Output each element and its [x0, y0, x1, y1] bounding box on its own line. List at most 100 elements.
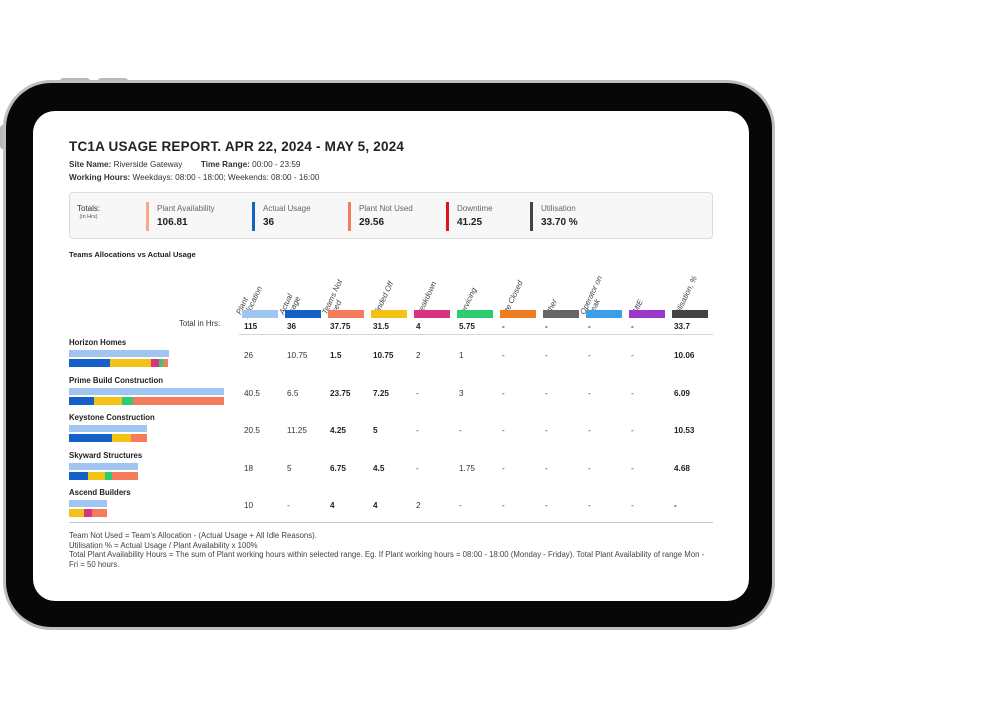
footnote-1: Team Not Used = Team's Allocation - (Act…	[69, 531, 317, 540]
cell-keystone-construction-10: 10.53	[674, 426, 695, 435]
total-actual-usage-value: 36	[263, 217, 275, 228]
site-value: Riverside Gateway	[113, 160, 183, 169]
cell-prime-build-construction-5: 3	[459, 389, 464, 398]
cell-prime-build-construction-2: 23.75	[330, 389, 351, 398]
report-meta-site-time: Site Name: Riverside Gateway Time Range:…	[69, 160, 713, 169]
team-name-keystone-construction: Keystone Construction	[69, 413, 155, 422]
cell-keystone-construction-9: -	[631, 426, 634, 435]
cell-keystone-construction-4: -	[416, 426, 419, 435]
column-total-winded-off: 31.5	[373, 322, 389, 331]
column-total-servicing: 5.75	[459, 322, 475, 331]
column-total-breakdown: 4	[416, 322, 421, 331]
usage-segment-ascend-builders-3	[69, 509, 85, 517]
column-swatch-servicing	[457, 310, 493, 318]
cell-prime-build-construction-8: -	[588, 389, 591, 398]
usage-segment-skyward-structures-2	[112, 472, 138, 480]
cell-skyward-structures-7: -	[545, 464, 548, 473]
cell-skyward-structures-5: 1.75	[459, 464, 475, 473]
cell-skyward-structures-9: -	[631, 464, 634, 473]
usage-segment-skyward-structures-5	[105, 472, 113, 480]
cell-horizon-homes-6: -	[502, 351, 505, 360]
team-name-skyward-structures: Skyward Structures	[69, 451, 143, 460]
cell-horizon-homes-9: -	[631, 351, 634, 360]
allocation-bar-prime-build-construction	[69, 388, 224, 395]
column-total-site-closed: -	[502, 322, 505, 331]
table-bottom-divider	[69, 522, 713, 523]
usage-segment-horizon-homes-3	[110, 359, 152, 367]
cell-ascend-builders-10: -	[674, 501, 677, 510]
cell-prime-build-construction-10: 6.09	[674, 389, 690, 398]
cell-prime-build-construction-4: -	[416, 389, 419, 398]
footnote-3: Total Plant Availability Hours = The sum…	[69, 550, 705, 569]
usage-segment-horizon-homes-5	[158, 359, 163, 367]
column-swatch-winded-off	[371, 310, 407, 318]
header-divider	[239, 334, 713, 335]
total-plant-availability-value: 106.81	[157, 217, 188, 228]
cell-horizon-homes-3: 10.75	[373, 351, 394, 360]
usage-segment-horizon-homes-4	[151, 359, 159, 367]
allocation-bar-keystone-construction	[69, 425, 148, 432]
cell-keystone-construction-1: 11.25	[287, 426, 307, 435]
column-total-plant-allocation: 115	[244, 322, 258, 331]
usage-segment-prime-build-construction-1	[69, 397, 94, 405]
cell-skyward-structures-6: -	[502, 464, 505, 473]
cell-prime-build-construction-3: 7.25	[373, 389, 389, 398]
totals-label: Totals: (in Hrs)	[77, 204, 100, 220]
footnote-2: Utilisation % = Actual Usage / Plant Ava…	[69, 540, 258, 550]
team-name-ascend-builders: Ascend Builders	[69, 488, 131, 497]
total-actual-usage-label: Actual Usage	[263, 204, 311, 213]
total-utilisation-label: Utilisation	[541, 204, 576, 213]
cell-horizon-homes-10: 10.06	[674, 351, 695, 360]
cell-ascend-builders-4: 2	[416, 501, 421, 510]
usage-segment-prime-build-construction-2	[133, 397, 224, 405]
total-utilisation-color-bar	[530, 202, 533, 231]
usage-segment-ascend-builders-4	[84, 509, 92, 517]
column-swatch-plant-allocation	[242, 310, 278, 318]
cell-ascend-builders-2: 4	[330, 501, 335, 510]
cell-horizon-homes-4: 2	[416, 351, 421, 360]
cell-ascend-builders-6: -	[502, 501, 505, 510]
cell-keystone-construction-5: -	[459, 426, 462, 435]
working-hours-value: Weekdays: 08:00 - 18:00; Weekends: 08:00…	[132, 173, 320, 182]
team-name-prime-build-construction: Prime Build Construction	[69, 376, 164, 385]
cell-skyward-structures-1: 5	[287, 464, 292, 473]
cell-prime-build-construction-0: 40.5	[244, 389, 260, 398]
usage-breakdown-bar-horizon-homes	[69, 359, 169, 367]
cell-horizon-homes-2: 1.5	[330, 351, 342, 360]
cell-horizon-homes-8: -	[588, 351, 591, 360]
footnotes: Team Not Used = Team's Allocation - (Act…	[69, 531, 713, 569]
usage-segment-prime-build-construction-3	[93, 397, 122, 405]
report-meta-hours: Working Hours: Weekdays: 08:00 - 18:00; …	[69, 173, 713, 182]
column-total-teams-not-used: 37.75	[330, 322, 351, 331]
cell-ascend-builders-9: -	[631, 501, 634, 510]
usage-segment-ascend-builders-2	[91, 509, 108, 517]
column-total-actual-usage: 36	[287, 322, 297, 331]
column-swatch-smie	[629, 310, 665, 318]
column-swatch-site-closed	[500, 310, 536, 318]
total-plant-not-used-color-bar	[348, 202, 351, 231]
cell-horizon-homes-0: 26	[244, 351, 254, 360]
usage-segment-prime-build-construction-5	[121, 397, 134, 405]
usage-breakdown-bar-prime-build-construction	[69, 397, 224, 405]
cell-skyward-structures-10: 4.68	[674, 464, 690, 473]
total-plant-not-used-value: 29.56	[359, 217, 385, 228]
total-downtime-value: 41.25	[457, 217, 483, 228]
time-range-label: Time Range:	[200, 160, 250, 169]
cell-ascend-builders-8: -	[588, 501, 591, 510]
cell-skyward-structures-3: 4.5	[373, 464, 385, 473]
cell-keystone-construction-7: -	[545, 426, 548, 435]
cell-keystone-construction-2: 4.25	[330, 426, 346, 435]
column-swatch-other	[543, 310, 579, 318]
total-plant-not-used-label: Plant Not Used	[359, 204, 413, 213]
cell-ascend-builders-5: -	[459, 501, 462, 510]
column-swatch-breakdown	[414, 310, 450, 318]
column-total-utilisation: 33.7	[674, 322, 690, 331]
cell-prime-build-construction-7: -	[545, 389, 548, 398]
site-label: Site Name:	[69, 160, 112, 169]
usage-breakdown-bar-skyward-structures	[69, 472, 138, 480]
usage-report: TC1A USAGE REPORT. APR 22, 2024 - MAY 5,…	[69, 139, 713, 569]
tablet-screen: TC1A USAGE REPORT. APR 22, 2024 - MAY 5,…	[33, 111, 749, 601]
totals-panel: Totals: (in Hrs) Plant Availability 106.8…	[69, 192, 713, 239]
usage-segment-horizon-homes-2	[162, 359, 169, 367]
allocation-bar-horizon-homes	[69, 350, 169, 357]
